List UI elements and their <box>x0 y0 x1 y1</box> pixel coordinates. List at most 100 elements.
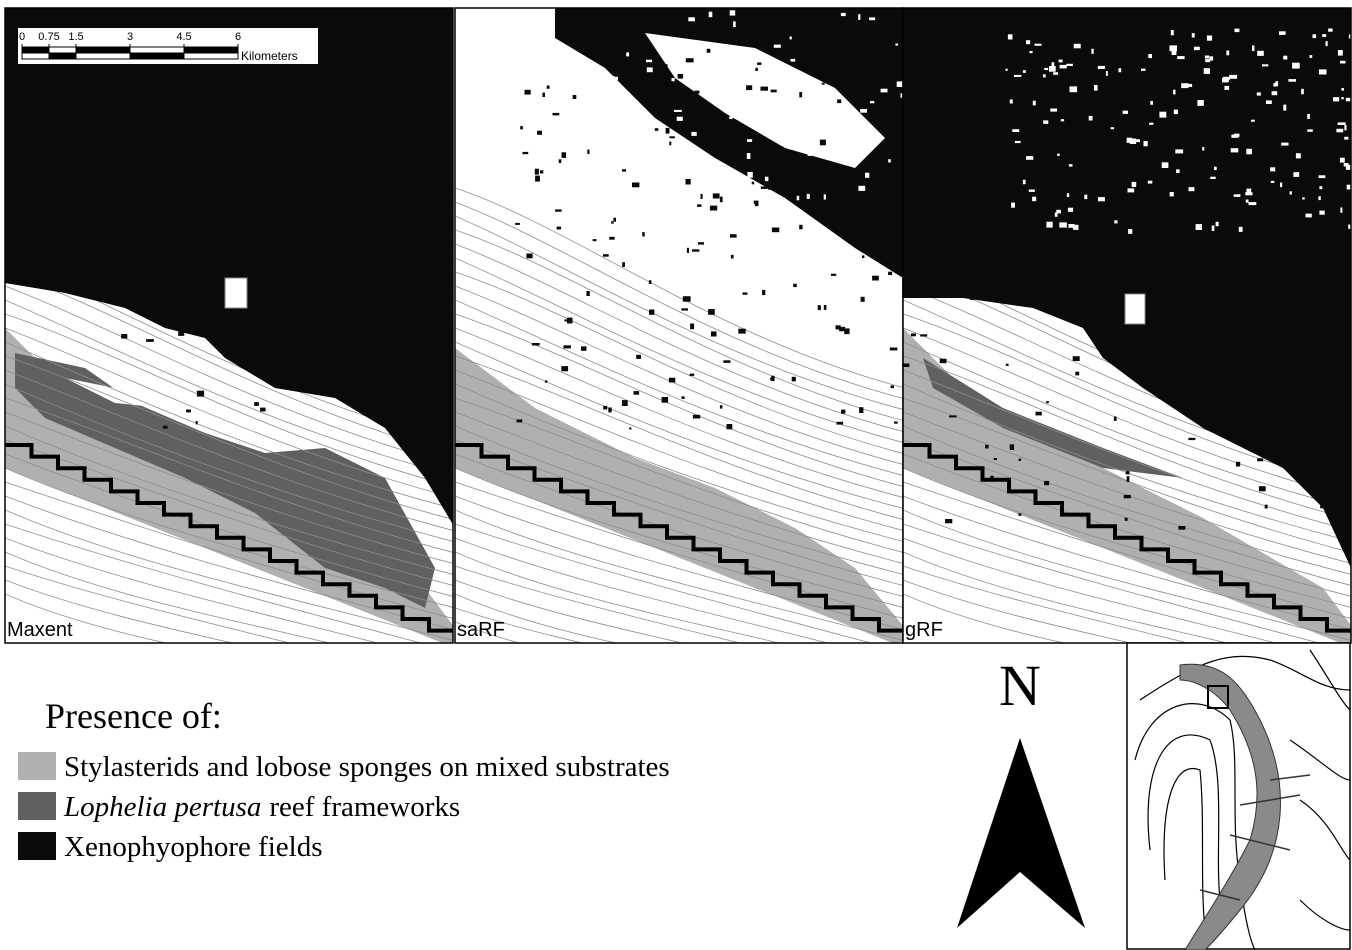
speckle <box>1098 197 1105 201</box>
speckle <box>883 149 890 154</box>
speckle <box>225 324 228 330</box>
speckle <box>679 159 682 161</box>
speckle <box>1344 125 1346 130</box>
speckle <box>1223 77 1230 80</box>
speckle <box>165 276 173 282</box>
speckle <box>1283 105 1286 111</box>
speckle <box>691 132 696 136</box>
speckle <box>1319 186 1322 189</box>
speckle <box>703 128 707 132</box>
speckle <box>1235 29 1240 32</box>
speckle <box>1310 445 1317 451</box>
speckle <box>1176 169 1180 173</box>
north-arrow <box>957 738 1085 928</box>
panel-label: gRF <box>905 619 943 641</box>
speckle <box>1257 51 1264 56</box>
speckle <box>581 346 586 350</box>
speckle <box>1192 33 1195 37</box>
speckle <box>1197 100 1203 106</box>
speckle <box>820 140 826 146</box>
speckle <box>1175 149 1183 153</box>
speckle <box>826 193 829 196</box>
legend-label: Lophelia pertusareef frameworks <box>63 791 460 823</box>
speckle <box>1313 34 1317 38</box>
speckle <box>629 78 632 81</box>
scale-segment <box>76 53 130 59</box>
speckle <box>888 272 892 275</box>
speckle <box>672 117 676 119</box>
map-panel: Maxent <box>5 8 456 707</box>
map-content <box>5 8 456 707</box>
speckle <box>254 402 259 406</box>
speckle <box>1319 211 1324 215</box>
speckle <box>593 239 597 241</box>
speckle <box>1148 54 1152 58</box>
speckle <box>1189 310 1194 313</box>
speckle <box>1224 86 1229 90</box>
speckle <box>608 408 611 413</box>
speckle <box>1114 220 1117 223</box>
scale-bar: 00.751.534.56Kilometers <box>18 28 318 64</box>
speckle <box>1148 181 1153 184</box>
speckle <box>1012 129 1019 132</box>
speckle <box>730 234 737 237</box>
map-panel: saRF <box>455 8 908 729</box>
speckle <box>862 255 865 258</box>
speckle <box>1069 164 1073 166</box>
speckle <box>1011 203 1015 208</box>
speckle <box>248 356 254 359</box>
speckle <box>727 424 733 429</box>
speckle <box>751 90 756 96</box>
speckle <box>677 117 683 121</box>
speckle <box>824 106 832 112</box>
speckle <box>692 249 699 251</box>
speckle <box>868 130 871 135</box>
speckle <box>853 128 855 132</box>
speckle <box>1059 60 1063 63</box>
speckle <box>603 406 607 410</box>
speckle <box>720 405 723 408</box>
speckle <box>858 14 860 20</box>
speckle <box>1147 318 1153 323</box>
speckle <box>1010 99 1013 103</box>
speckle <box>649 124 654 128</box>
speckle <box>305 334 309 339</box>
speckle <box>1326 41 1328 46</box>
speckle <box>553 113 560 116</box>
speckle <box>860 109 867 113</box>
speckle <box>1060 65 1067 69</box>
speckle <box>1319 175 1326 178</box>
speckle <box>515 223 520 225</box>
speckle <box>1333 97 1339 101</box>
speckle <box>1057 154 1060 156</box>
speckle <box>260 408 266 412</box>
speckle <box>747 172 752 178</box>
speckle <box>1344 137 1348 140</box>
speckle <box>1044 68 1048 70</box>
speckle <box>824 194 826 199</box>
speckle <box>817 143 819 149</box>
speckle <box>562 152 567 158</box>
speckle <box>940 359 947 364</box>
speckle <box>1263 384 1268 389</box>
seamount <box>1125 294 1145 324</box>
speckle <box>1336 129 1343 133</box>
speckle <box>1341 88 1344 91</box>
speckle <box>1046 401 1049 403</box>
speckle <box>1111 127 1114 129</box>
speckle <box>1043 120 1048 124</box>
speckle <box>1084 195 1087 199</box>
speckle <box>669 136 675 138</box>
speckle <box>545 380 548 382</box>
speckle <box>862 122 866 125</box>
speckle <box>1068 224 1074 228</box>
speckle <box>1036 412 1042 416</box>
speckle <box>808 153 816 156</box>
speckle <box>661 201 664 207</box>
speckle <box>646 60 652 63</box>
speckle <box>693 415 700 419</box>
speckle <box>859 407 863 413</box>
speckle <box>1338 122 1346 125</box>
speckle <box>945 519 952 523</box>
speckle <box>649 280 652 284</box>
